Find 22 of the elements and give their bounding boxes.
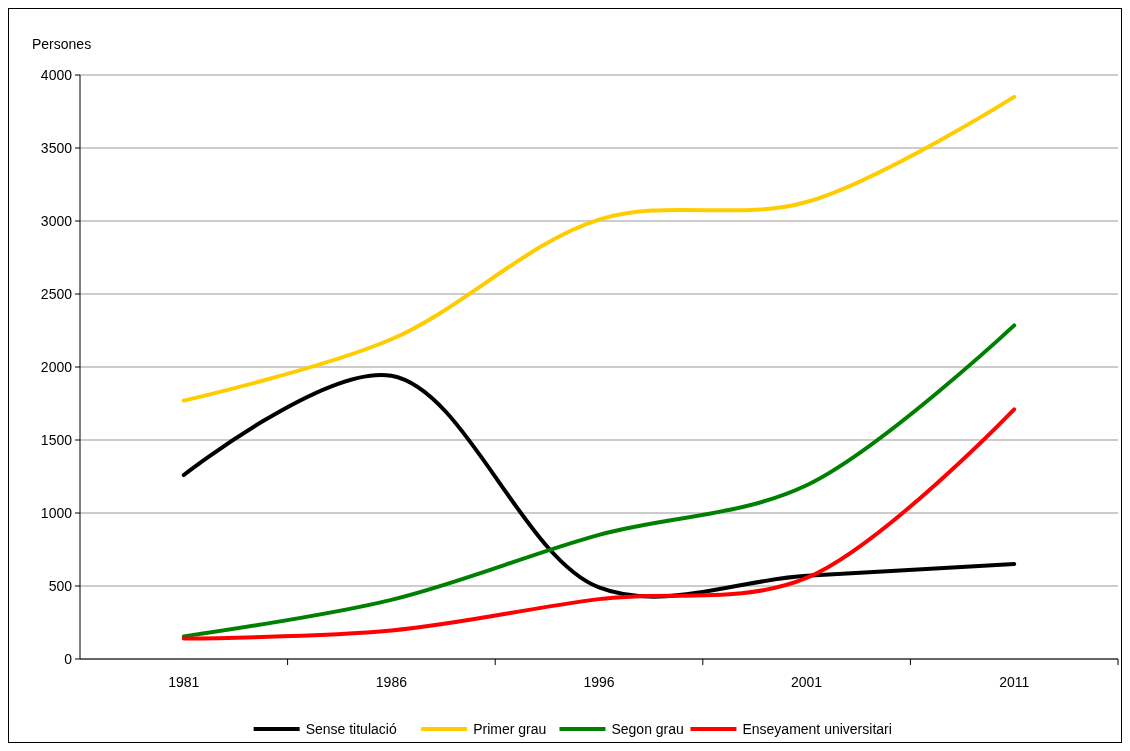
x-tick-label: 1981	[168, 674, 200, 690]
y-axis-title: Persones	[32, 36, 92, 52]
y-tick-label: 2000	[40, 358, 73, 375]
x-tick-label: 2011	[999, 674, 1030, 690]
line-series	[181, 323, 1017, 639]
x-tick-label: 1996	[583, 674, 615, 690]
legend-label: Sense titulació	[305, 720, 397, 737]
legend-label: Primer grau	[473, 720, 547, 737]
y-tick-label: 500	[48, 577, 73, 594]
y-tick-label: 4000	[40, 66, 73, 83]
y-tick-label: 1000	[40, 504, 73, 521]
legend-label: Segon grau	[611, 720, 684, 737]
y-tick-label: 3500	[40, 139, 73, 156]
y-tick-label: 1500	[40, 431, 73, 448]
legend-label: Enseyament universitari	[742, 720, 892, 737]
y-tick-label: 3000	[40, 212, 73, 229]
x-tick-label: 2001	[791, 674, 823, 690]
line-series	[181, 407, 1017, 641]
y-tick-label: 0	[64, 650, 73, 667]
line-series	[181, 94, 1017, 403]
x-tick-label: 1986	[375, 674, 408, 690]
y-tick-label: 2500	[40, 285, 73, 302]
